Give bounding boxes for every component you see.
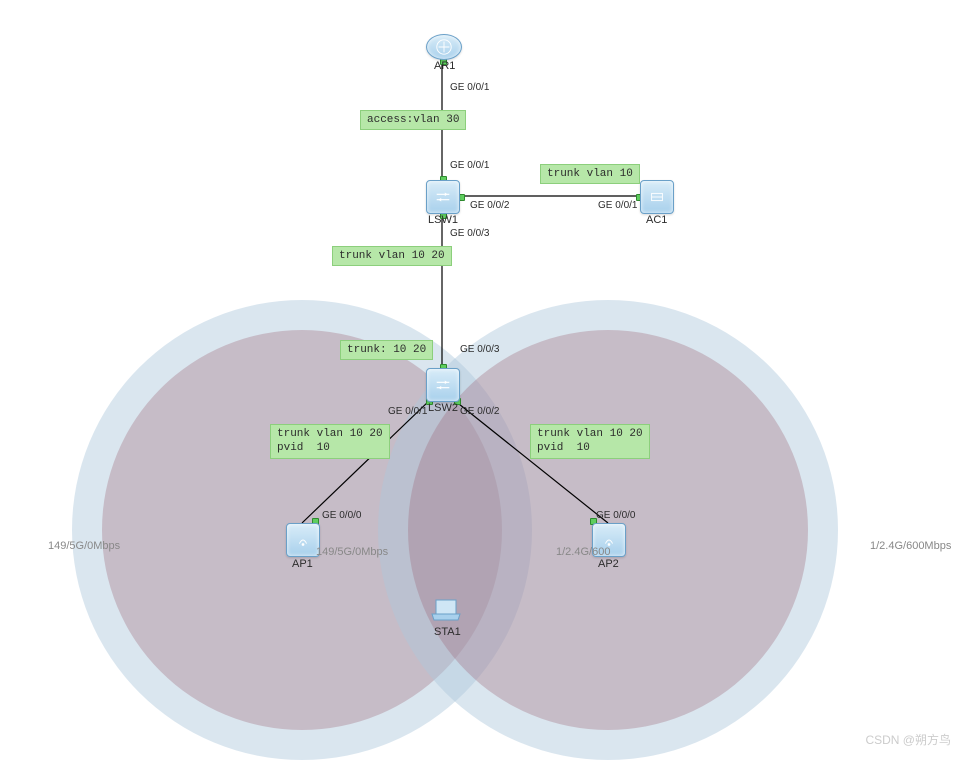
device-ar1[interactable] xyxy=(426,34,462,60)
label-lsw1: LSW1 xyxy=(428,214,458,226)
label-ap1: AP1 xyxy=(292,558,313,570)
radio-label: 149/5G/0Mbps xyxy=(48,540,120,552)
links-layer xyxy=(0,0,971,762)
note-trunk-vlan10: trunk vlan 10 xyxy=(540,164,640,184)
device-ap1[interactable] xyxy=(286,523,320,557)
port-label: GE 0/0/0 xyxy=(596,510,635,521)
radio-label: 149/5G/0Mbps xyxy=(316,546,388,558)
label-ar1: AR1 xyxy=(434,60,455,72)
watermark: CSDN @朔方鸟 xyxy=(865,731,951,748)
port-label: GE 0/0/3 xyxy=(460,344,499,355)
port-label: GE 0/0/2 xyxy=(460,406,499,417)
radio-label: 1/2.4G/600 xyxy=(556,546,610,558)
note-pvid-right: trunk vlan 10 20 pvid 10 xyxy=(530,424,650,459)
port-label: GE 0/0/1 xyxy=(450,160,489,171)
label-ap2: AP2 xyxy=(598,558,619,570)
port-label: GE 0/0/1 xyxy=(450,82,489,93)
label-sta1: STA1 xyxy=(434,626,461,638)
port-label: GE 0/0/0 xyxy=(322,510,361,521)
device-lsw1[interactable] xyxy=(426,180,460,214)
note-access-vlan30: access:vlan 30 xyxy=(360,110,466,130)
port-label: GE 0/0/1 xyxy=(598,200,637,211)
note-pvid-left: trunk vlan 10 20 pvid 10 xyxy=(270,424,390,459)
port-label: GE 0/0/2 xyxy=(470,200,509,211)
topology-canvas: AR1 LSW1 AC1 LSW2 AP1 AP2 STA1 GE 0/0/1 … xyxy=(0,0,971,762)
note-trunk-10-20-b: trunk: 10 20 xyxy=(340,340,433,360)
port-label: GE 0/0/1 xyxy=(388,406,427,417)
port-label: GE 0/0/3 xyxy=(450,228,489,239)
note-trunk-10-20-a: trunk vlan 10 20 xyxy=(332,246,452,266)
device-ac1[interactable] xyxy=(640,180,674,214)
radio-label: 1/2.4G/600Mbps xyxy=(870,540,951,552)
device-lsw2[interactable] xyxy=(426,368,460,402)
device-sta1[interactable] xyxy=(430,598,462,624)
label-lsw2: LSW2 xyxy=(428,402,458,414)
label-ac1: AC1 xyxy=(646,214,667,226)
